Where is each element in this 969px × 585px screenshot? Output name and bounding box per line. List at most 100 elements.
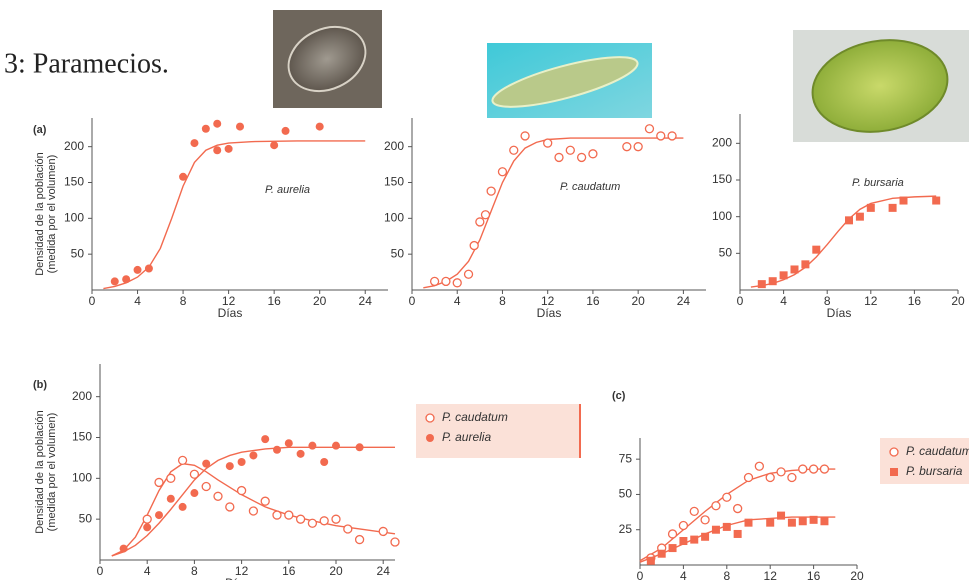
fit-line xyxy=(103,140,366,290)
marker xyxy=(452,278,462,288)
x-axis-label: Días xyxy=(537,306,562,320)
x-tick-label: 20 xyxy=(631,294,645,308)
marker xyxy=(190,489,199,498)
marker xyxy=(272,510,282,520)
marker xyxy=(520,131,530,141)
marker xyxy=(497,167,508,177)
y-tick-label: 100 xyxy=(384,211,404,225)
photo xyxy=(273,10,382,108)
panel-label: (b) xyxy=(33,379,47,391)
marker xyxy=(201,124,210,133)
x-tick-label: 8 xyxy=(191,564,198,578)
legend-label: P. caudatum xyxy=(906,444,969,458)
x-axis-label: Días xyxy=(225,576,250,580)
marker xyxy=(733,503,743,514)
annotation: P. aurelia xyxy=(265,184,310,196)
y-tick-label: 200 xyxy=(64,139,84,153)
x-tick-label: 8 xyxy=(180,294,187,308)
y-tick-label: 100 xyxy=(72,471,92,485)
x-tick-label: 12 xyxy=(764,569,778,580)
y-tick-label: 100 xyxy=(712,209,732,223)
marker xyxy=(213,146,222,155)
x-tick-label: 16 xyxy=(586,294,600,308)
x-tick-label: 20 xyxy=(329,564,343,578)
marker xyxy=(343,524,353,534)
legend-marker xyxy=(425,413,435,423)
legend-label: P. aurelia xyxy=(442,430,491,444)
marker xyxy=(711,525,720,534)
marker xyxy=(155,511,163,520)
marker xyxy=(899,196,908,205)
y-tick-label: 50 xyxy=(719,246,733,260)
marker xyxy=(122,275,131,284)
marker xyxy=(543,138,553,148)
marker xyxy=(295,514,306,524)
marker xyxy=(110,277,119,286)
marker xyxy=(281,126,290,135)
panel-label: (c) xyxy=(612,390,626,402)
marker xyxy=(190,139,199,148)
marker xyxy=(798,464,808,474)
marker xyxy=(119,544,128,553)
x-axis-label: Días xyxy=(218,306,243,320)
marker xyxy=(202,459,211,468)
marker xyxy=(509,145,519,155)
marker xyxy=(808,464,819,474)
x-tick-label: 12 xyxy=(222,294,236,308)
marker xyxy=(225,502,235,512)
marker xyxy=(319,516,329,526)
marker xyxy=(236,485,247,496)
marker xyxy=(711,501,721,511)
y-axis-label: Densidad de la población xyxy=(34,152,46,276)
marker xyxy=(354,534,365,545)
x-tick-label: 4 xyxy=(144,564,151,578)
marker xyxy=(765,472,775,483)
marker xyxy=(261,435,270,444)
y-tick-label: 25 xyxy=(619,522,633,536)
y-tick-label: 150 xyxy=(384,175,404,189)
marker xyxy=(668,544,677,553)
marker xyxy=(754,461,764,471)
marker xyxy=(225,462,234,471)
x-tick-label: 0 xyxy=(637,569,644,580)
marker xyxy=(646,556,655,565)
marker xyxy=(722,522,731,531)
legend-marker xyxy=(426,434,434,442)
marker xyxy=(689,506,699,517)
x-tick-label: 0 xyxy=(97,564,104,578)
marker xyxy=(622,142,632,152)
x-tick-label: 16 xyxy=(282,564,296,578)
y-tick-label: 50 xyxy=(79,511,93,525)
marker xyxy=(888,203,897,212)
x-tick-label: 4 xyxy=(780,294,787,308)
panel-label: (a) xyxy=(33,124,47,136)
marker xyxy=(576,152,587,163)
marker xyxy=(441,276,451,287)
y-tick-label: 150 xyxy=(712,172,732,186)
marker xyxy=(798,517,807,526)
marker xyxy=(469,240,479,251)
marker xyxy=(331,514,341,524)
marker xyxy=(787,518,796,527)
y-tick-label: 200 xyxy=(712,136,732,150)
marker xyxy=(284,510,294,520)
marker xyxy=(236,122,244,131)
marker xyxy=(355,443,364,452)
marker xyxy=(588,149,598,159)
marker xyxy=(475,217,485,227)
marker xyxy=(296,449,305,458)
x-tick-label: 12 xyxy=(235,564,249,578)
marker xyxy=(700,515,710,525)
x-tick-label: 8 xyxy=(499,294,506,308)
marker xyxy=(307,518,318,528)
marker xyxy=(378,526,388,537)
y-axis-label: (medida por el volumen) xyxy=(46,413,58,532)
marker xyxy=(820,517,829,526)
fit-line xyxy=(750,195,937,288)
marker xyxy=(809,515,818,524)
marker xyxy=(812,245,821,254)
marker xyxy=(657,549,666,558)
marker xyxy=(143,523,152,532)
marker xyxy=(701,532,710,541)
